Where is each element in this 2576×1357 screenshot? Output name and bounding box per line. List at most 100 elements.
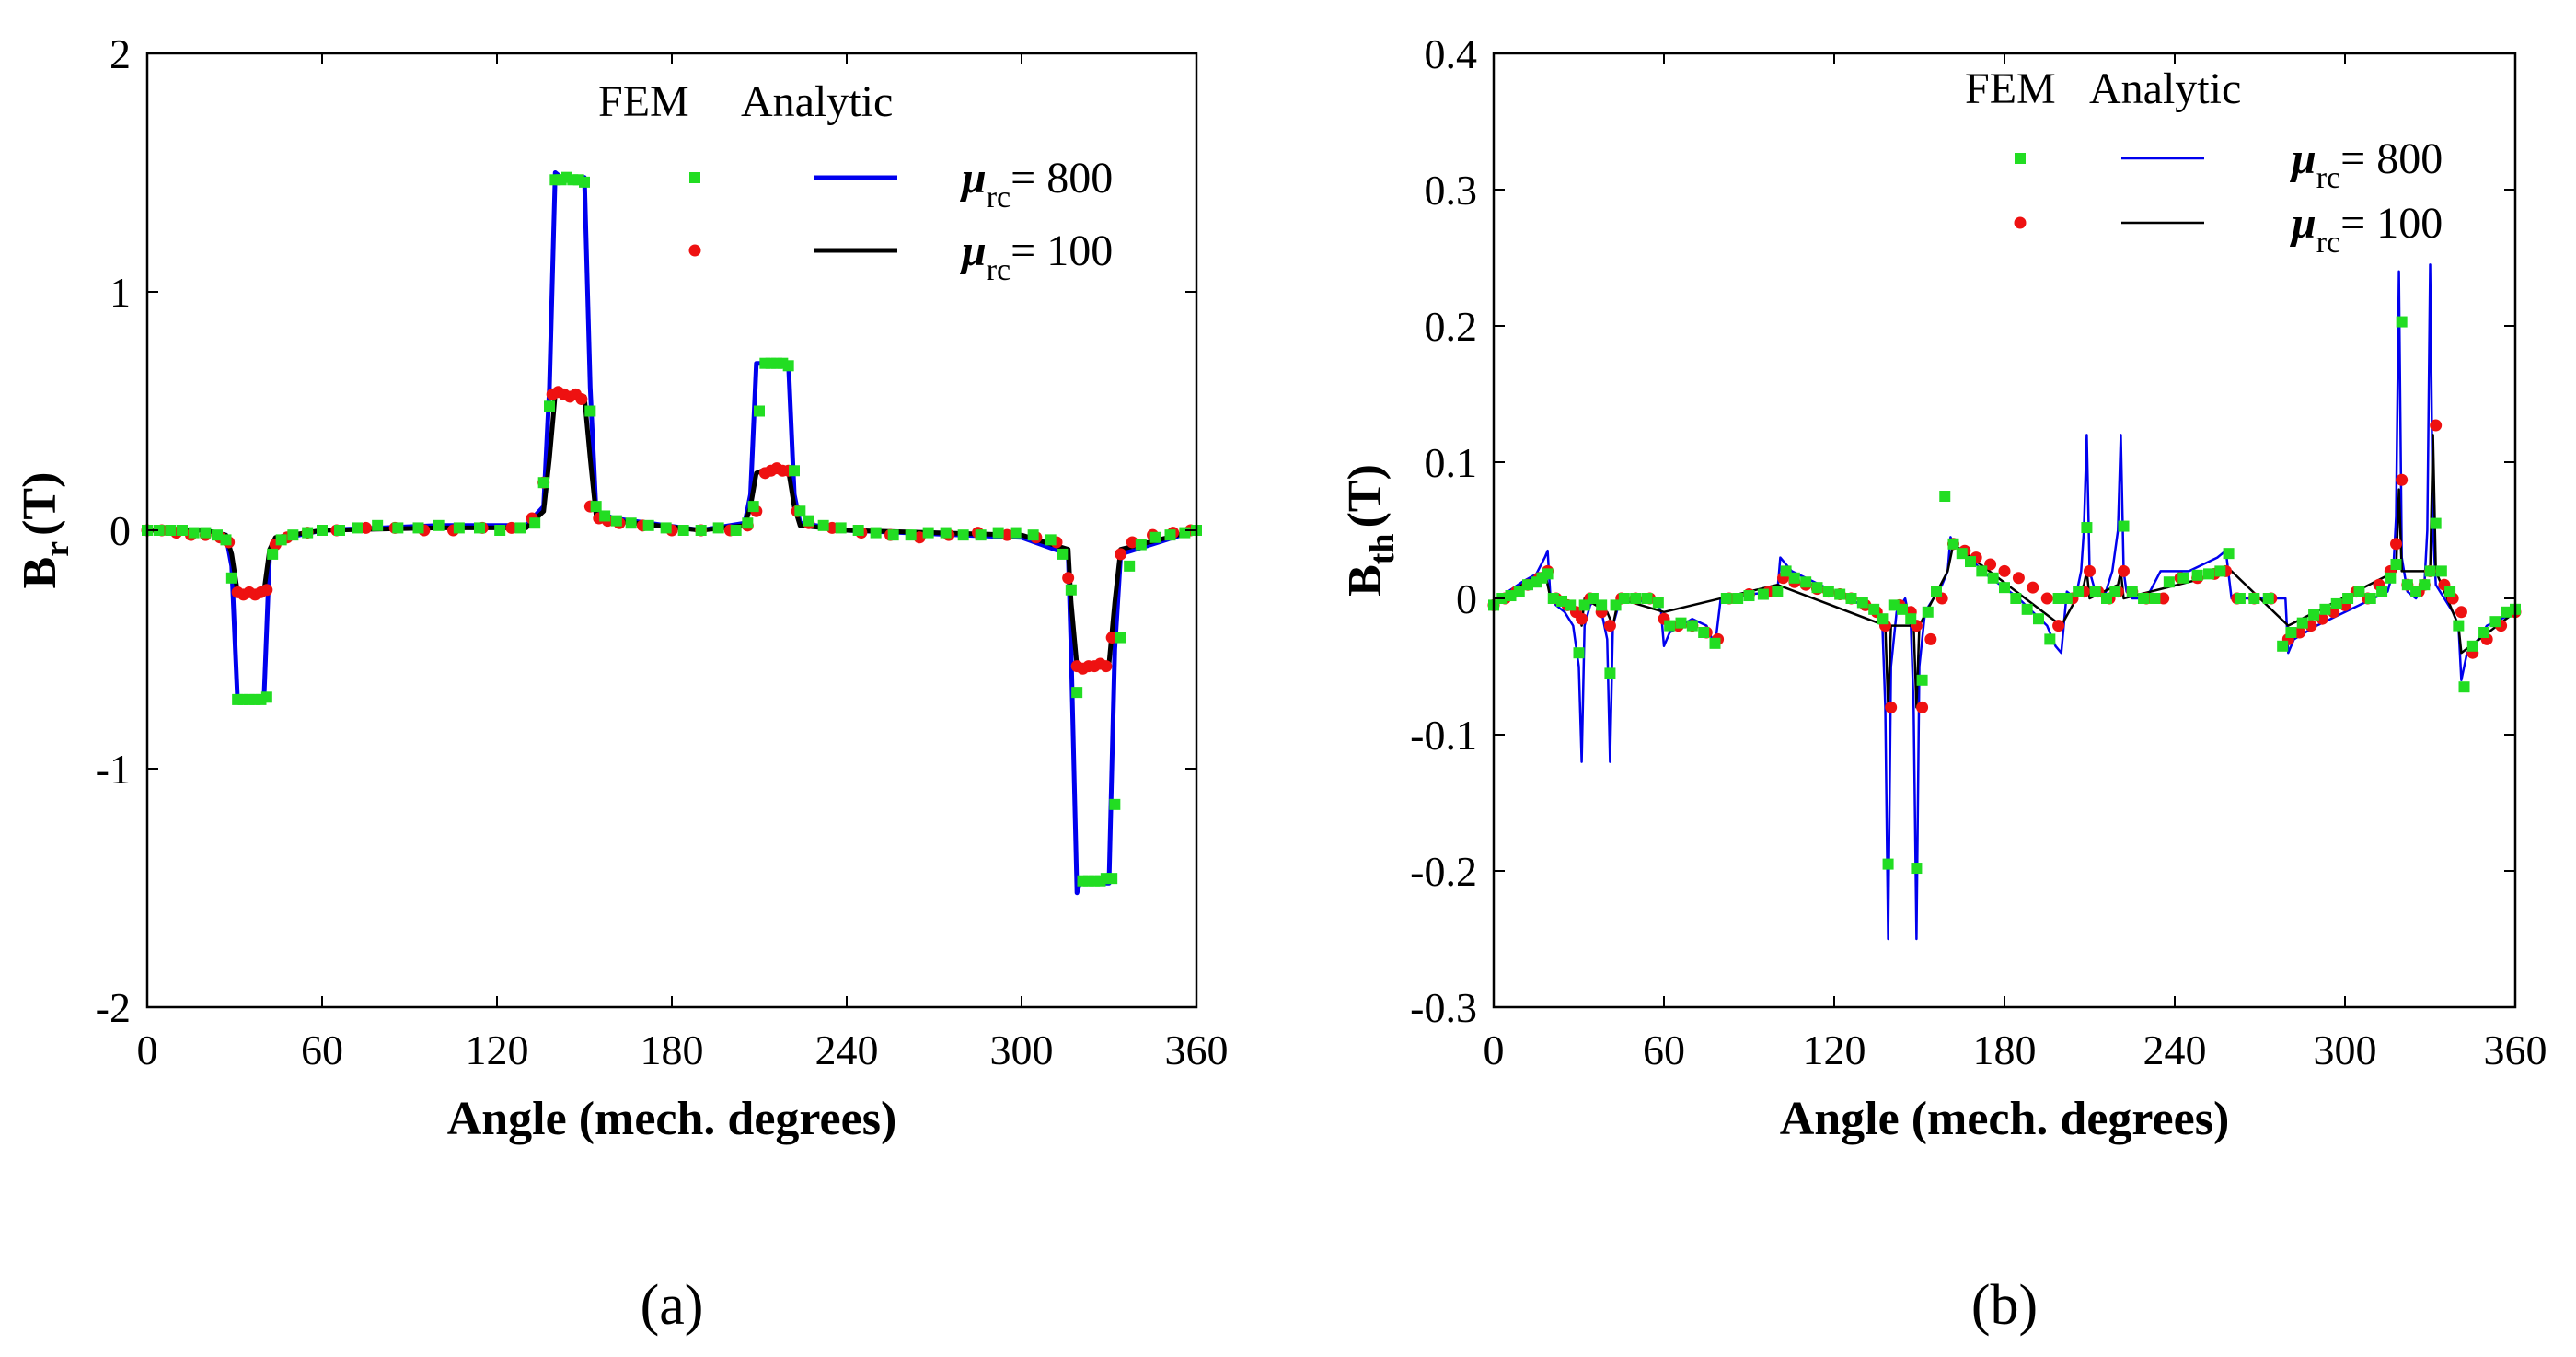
- panel-b-legend-analytic-header: Analytic: [2089, 64, 2241, 113]
- panel-b-series-2-point: [2455, 606, 2467, 619]
- panel-a-series-3-point: [803, 515, 814, 527]
- panel-a-series-3-point: [789, 465, 800, 477]
- panel-a-y-axis-label: Br (T): [14, 472, 76, 589]
- panel-b-series-2-point: [1603, 620, 1616, 632]
- panel-b-ylabel-main: B: [1339, 564, 1392, 597]
- panel-b-series-3-point: [1897, 603, 1908, 615]
- panel-b-series-3-point: [1976, 565, 1988, 577]
- panel-b-series-3-point: [2308, 609, 2320, 621]
- panel-a-series-3-point: [957, 529, 969, 541]
- panel-a-series-3-point: [287, 529, 299, 541]
- panel-a-series-3-point: [1115, 632, 1126, 644]
- panel-b-ytick-label: -0.1: [1410, 712, 1477, 759]
- panel-a-series-3-point: [1124, 560, 1136, 572]
- panel-b-ytick-label: -0.2: [1410, 848, 1477, 895]
- panel-a-series-3-point: [590, 501, 602, 513]
- panel-a-ytick-label: 2: [110, 30, 131, 77]
- panel-b-series-2-point: [1924, 632, 1937, 645]
- panel-a-series-3-point: [529, 517, 541, 529]
- panel-b-legend-entry-0-label-sub: rc: [2316, 161, 2340, 195]
- panel-b-series-3-point: [2353, 586, 2365, 597]
- panel-b-series-3-point: [2385, 572, 2397, 584]
- panel-b-series-2-markers: [1487, 419, 2522, 713]
- panel-b-x-axis-label: Angle (mech. degrees): [1780, 1093, 2230, 1145]
- panel-b-series-2-point: [1576, 612, 1588, 625]
- panel-b-series-3-point: [1916, 674, 1928, 686]
- panel-b-series-3-point: [2223, 548, 2235, 560]
- panel-b-series-3-point: [2109, 586, 2121, 597]
- panel-b-series-3-point: [2396, 316, 2408, 328]
- panel-b-series-3-point: [1732, 593, 1744, 604]
- panel-a-series-3-point: [677, 525, 689, 536]
- panel-b-legend-entry-0-label-eq: = 800: [2340, 134, 2443, 183]
- panel-a-series-3-point: [1164, 529, 1176, 541]
- panel-b-series-3-point: [1999, 582, 2010, 594]
- panel-b-series-3-point: [1522, 579, 1533, 591]
- panel-b-series-3-point: [1987, 572, 1999, 584]
- panel-a-series-3-point: [794, 505, 806, 517]
- panel-b-legend-fem-header: FEM: [1965, 64, 2056, 113]
- panel-a-legend-fem-header: FEM: [598, 77, 689, 126]
- panel-b-series-3-point: [1641, 593, 1653, 604]
- panel-b-series-3-point: [1822, 586, 1834, 597]
- panel-b-series-3-point: [2177, 572, 2189, 584]
- panel-a-series-3-point: [940, 527, 952, 539]
- panel-a-legend-analytic-header: Analytic: [741, 77, 893, 126]
- panel-b-series-3-point: [1911, 863, 1923, 875]
- panel-b-series-3-point: [1743, 590, 1755, 602]
- panel-a-ytick-label: -2: [96, 984, 131, 1031]
- panel-b-series-3-point: [1664, 620, 1676, 632]
- panel-b-series-3-point: [2466, 640, 2478, 652]
- panel-b-series-3-point: [1888, 599, 1900, 611]
- panel-a-series-3-point: [433, 519, 445, 531]
- panel-a-series-3-point: [392, 522, 404, 534]
- panel-a-series-3-point: [992, 527, 1004, 539]
- panel-b-series-3-point: [1547, 593, 1559, 604]
- panel-a-series-2-point: [360, 521, 372, 534]
- panel-b-series-2-point: [2084, 564, 2096, 577]
- panel-b-series-3-point: [1939, 491, 1951, 502]
- panel-b-series-3-point: [2073, 586, 2085, 597]
- panel-a-series-3-point: [302, 527, 314, 539]
- panel-a-series-3-point: [1027, 529, 1039, 541]
- panel-a-series-2-point: [260, 584, 273, 597]
- panel-b-legend-entry-0-label-mu: μ: [2289, 134, 2316, 183]
- panel-a-series-3-point: [352, 522, 363, 534]
- panel-a-series-3-point: [599, 510, 611, 522]
- panel-a-series-3-point: [922, 527, 934, 539]
- panel-b-series-2-point: [2430, 419, 2443, 432]
- panel-a-legend-entry-1-label: μrc= 100: [959, 226, 1113, 287]
- panel-b-series-3-point: [1698, 627, 1710, 638]
- panel-b-series-2-point: [1916, 701, 1929, 713]
- panel-b-series-3-point: [1573, 647, 1585, 659]
- panel-b-legend-entry-1-label-mu: μ: [2289, 199, 2316, 248]
- panel-a-series-2-point: [1126, 536, 1138, 549]
- panel-b-ytick-label: 0.2: [1425, 303, 1478, 350]
- panel-b-series-3-point: [2033, 613, 2044, 625]
- panel-a-series-3-point: [317, 525, 328, 536]
- panel-b-series-3-markers: [1488, 316, 2521, 875]
- panel-a-ylabel-tail: (T): [14, 472, 66, 536]
- panel-a-series-3-point: [267, 548, 279, 560]
- panel-b-xtick-label: 60: [1643, 1026, 1685, 1073]
- panel-a-series-2-point: [1000, 528, 1013, 541]
- panel-b-series-3-point: [1845, 593, 1857, 604]
- panel-b-series-3-point: [1965, 556, 1976, 568]
- panel-a-series-3-point: [1135, 539, 1147, 551]
- panel-a-series-3-point: [887, 529, 899, 541]
- panel-a-series-3-point: [1149, 531, 1161, 543]
- panel-b-legend-entry-1-fem-marker: [2014, 216, 2027, 229]
- panel-b-series-3-point: [2285, 627, 2297, 638]
- panel-b-series-3-point: [2203, 568, 2214, 580]
- panel-b-series-3-point: [1956, 548, 1968, 560]
- panel-a-series-3-point: [695, 525, 707, 536]
- panel-b-ylabel-sub: th: [1363, 533, 1402, 564]
- panel-a-caption: (a): [641, 1274, 704, 1337]
- panel-a-series-2-point: [1100, 660, 1113, 673]
- panel-b-series-3-point: [2021, 603, 2033, 615]
- panel-b-series-3-point: [2214, 565, 2226, 577]
- panel-b-legend-entry-1-label: μrc= 100: [2289, 199, 2443, 260]
